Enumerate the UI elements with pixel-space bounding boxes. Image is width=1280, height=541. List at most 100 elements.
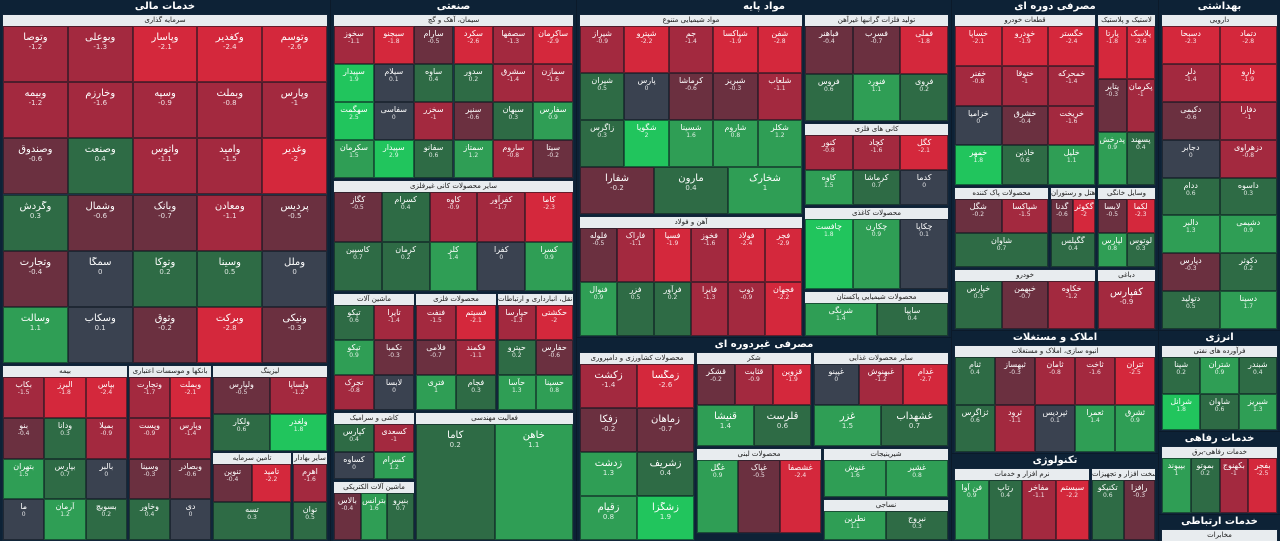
stock-tile[interactable]: رافزا -0.3 [1123, 480, 1155, 540]
stock-tile[interactable]: ولغدر 1.8 [270, 414, 327, 451]
stock-tile[interactable]: سخزر -1 [413, 102, 454, 140]
stock-tile[interactable]: کسرا 0.9 [525, 241, 573, 291]
stock-tile[interactable]: پدرخش 0.9 [1098, 132, 1127, 185]
stock-tile[interactable]: غزر 1.5 [814, 405, 881, 446]
stock-tile[interactable]: ودانا 0.3 [44, 417, 86, 459]
stock-tile[interactable]: پلاسک -2.6 [1126, 26, 1155, 79]
stock-tile[interactable]: سبهان 0.3 [493, 102, 534, 140]
stock-tile[interactable]: کنور -0.8 [805, 135, 853, 170]
stock-tile[interactable]: فنورد 1.1 [852, 73, 901, 121]
stock-tile[interactable]: خگستر -2.4 [1048, 26, 1095, 66]
stock-tile[interactable]: فسرب -0.7 [852, 26, 901, 74]
stock-tile[interactable]: ولپارس -0.5 [213, 377, 270, 414]
stock-tile[interactable]: لکما -2.3 [1126, 199, 1155, 233]
stock-tile[interactable]: دی 0 [170, 499, 211, 540]
stock-tile[interactable]: خپارس 0.3 [955, 281, 1002, 329]
stock-tile[interactable]: وتوسم -2.6 [262, 26, 327, 83]
stock-tile[interactable]: سیستم -2.2 [1055, 480, 1089, 540]
stock-tile[interactable]: ما 0 [3, 499, 45, 540]
stock-tile[interactable]: فاراک -1.1 [617, 228, 654, 282]
stock-tile[interactable]: سپیدار 1.9 [334, 64, 374, 102]
stock-tile[interactable]: وبیمه -1.2 [3, 82, 68, 139]
stock-tile[interactable]: تنوین -0.4 [213, 464, 252, 502]
stock-tile[interactable]: بسویچ 0.2 [85, 499, 127, 540]
stock-tile[interactable]: سایپا 0.4 [876, 303, 948, 336]
stock-tile[interactable]: زقیام 0.8 [580, 496, 637, 540]
stock-tile[interactable]: کفرآور -1.7 [477, 192, 526, 242]
stock-tile[interactable]: زاگرس 0.3 [580, 120, 625, 167]
stock-tile[interactable]: گکوثر -2 [1073, 199, 1095, 233]
stock-tile[interactable]: سخوز -1.1 [334, 26, 374, 64]
stock-tile[interactable]: وبصادر -0.6 [170, 458, 211, 500]
stock-tile[interactable]: خشرق -0.4 [1001, 105, 1049, 146]
stock-tile[interactable]: لپارس 0.8 [1098, 233, 1127, 267]
stock-tile[interactable]: شگویا 2 [624, 120, 669, 167]
stock-tile[interactable]: دپارس -0.3 [1162, 253, 1220, 292]
stock-tile[interactable]: اهرم -1.6 [293, 464, 327, 502]
stock-tile[interactable]: دسینا 1.7 [1219, 291, 1277, 329]
stock-tile[interactable]: ختوقا -1 [1001, 65, 1049, 106]
stock-tile[interactable]: کاما 0.2 [416, 424, 495, 540]
stock-tile[interactable]: وخارزم -1.6 [67, 82, 133, 139]
stock-tile[interactable]: فنوال 0.9 [580, 282, 617, 336]
stock-tile[interactable]: ولکار 0.6 [213, 414, 270, 451]
stock-tile[interactable]: وسکاب 0.1 [67, 306, 133, 363]
stock-tile[interactable]: شسینا 1.6 [668, 120, 714, 167]
stock-tile[interactable]: مفاخر -1.1 [1022, 480, 1056, 540]
stock-tile[interactable]: وسالت 1.1 [3, 306, 68, 363]
stock-tile[interactable]: ثزاگرس 0.6 [955, 404, 995, 452]
stock-tile[interactable]: بالاس -0.4 [334, 493, 361, 540]
stock-tile[interactable]: وبرکت -2.8 [197, 306, 263, 363]
stock-tile[interactable]: وسینا -0.3 [129, 458, 170, 500]
stock-tile[interactable]: وپست -0.9 [129, 417, 170, 459]
stock-tile[interactable]: بمیلا -0.9 [85, 417, 127, 459]
stock-tile[interactable]: وبملت -2.1 [170, 377, 211, 418]
stock-tile[interactable]: کاما -2.3 [525, 192, 573, 242]
stock-tile[interactable]: شاوان 0.7 [955, 233, 1048, 267]
stock-tile[interactable]: وبملت -0.8 [197, 82, 263, 139]
stock-tile[interactable]: بنو -0.4 [3, 417, 45, 459]
stock-tile[interactable]: تکمبا -0.3 [374, 340, 414, 375]
stock-tile[interactable]: فایرا -1.3 [691, 282, 728, 336]
stock-tile[interactable]: غپاک -0.5 [738, 460, 780, 533]
stock-tile[interactable]: فروس 0.6 [805, 73, 853, 121]
stock-tile[interactable]: سدور 0.2 [453, 64, 494, 102]
stock-tile[interactable]: وتوکا 0.2 [132, 250, 198, 307]
stock-tile[interactable]: کفرا 0 [477, 241, 526, 291]
stock-tile[interactable]: بفجر -2.5 [1248, 458, 1277, 513]
stock-tile[interactable]: وبانک -0.7 [132, 194, 198, 251]
stock-tile[interactable]: کگاز -0.5 [334, 192, 382, 242]
stock-tile[interactable]: نبروج 0.3 [886, 511, 948, 540]
stock-tile[interactable]: البرز -1.8 [44, 377, 86, 418]
stock-tile[interactable]: سفارس 0.9 [533, 102, 573, 140]
stock-tile[interactable]: ساوه 0.4 [413, 64, 454, 102]
stock-tile[interactable]: کرماشا -0.6 [668, 73, 714, 120]
stock-tile[interactable]: ذوب -0.9 [728, 282, 765, 336]
stock-tile[interactable]: توان 0.5 [293, 502, 327, 540]
stock-tile[interactable]: کسعدی -1 [374, 424, 414, 452]
stock-tile[interactable]: ثعمرا 1.4 [1075, 404, 1115, 452]
stock-tile[interactable]: بپاس -2.4 [85, 377, 127, 418]
stock-tile[interactable]: وتجارت -0.4 [3, 250, 68, 307]
stock-tile[interactable]: تایرا -1.4 [374, 305, 414, 340]
stock-tile[interactable]: وغدیر -2 [262, 138, 327, 195]
stock-tile[interactable]: غدام -2.7 [903, 364, 948, 405]
stock-tile[interactable]: کرمان 0.2 [381, 241, 430, 291]
stock-tile[interactable]: فرآور 0.2 [654, 282, 691, 336]
stock-tile[interactable]: فملی -1.8 [900, 26, 948, 74]
stock-tile[interactable]: کساوه 0 [334, 451, 374, 479]
stock-tile[interactable]: رتاپ 0.4 [988, 480, 1022, 540]
stock-tile[interactable]: سشرق -1.4 [493, 64, 534, 102]
stock-tile[interactable]: وآتوس -1.1 [132, 138, 198, 195]
stock-tile[interactable]: سارام -0.5 [413, 26, 454, 64]
stock-tile[interactable]: دشیمی 0.9 [1219, 215, 1277, 254]
stock-tile[interactable]: حسینا 0.8 [535, 375, 573, 410]
stock-tile[interactable]: سکرمان 1.5 [334, 140, 374, 178]
stock-tile[interactable]: ثپردیس 0.1 [1035, 404, 1075, 452]
stock-tile[interactable]: فروی 0.2 [900, 73, 948, 121]
stock-tile[interactable]: سفاسی 0 [373, 102, 414, 140]
stock-tile[interactable]: بکهنوج -1 [1219, 458, 1249, 513]
stock-tile[interactable]: فجهان -2.2 [765, 282, 802, 336]
stock-tile[interactable]: ثتران -2.5 [1115, 357, 1155, 405]
stock-tile[interactable]: شپاکسا -1.9 [713, 26, 758, 73]
